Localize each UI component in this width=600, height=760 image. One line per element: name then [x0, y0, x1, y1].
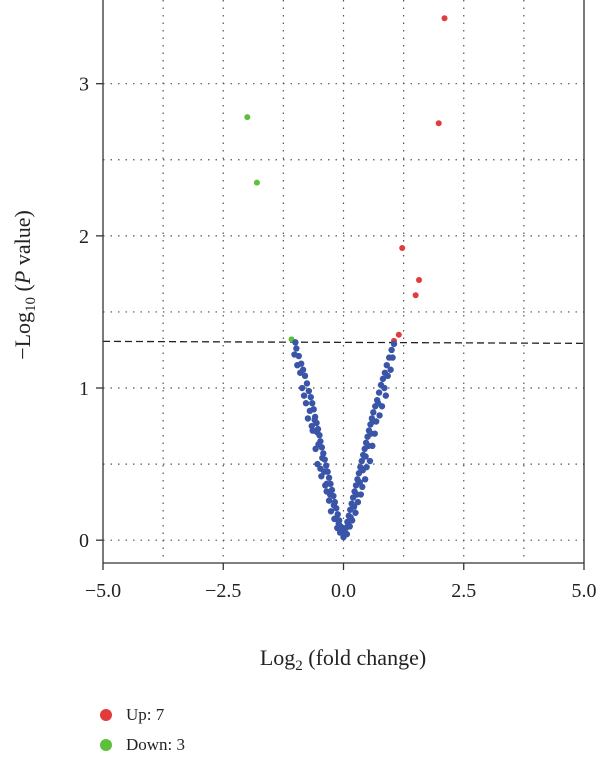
- legend-label-down: Down: 3: [126, 735, 186, 754]
- up-point: [412, 292, 419, 299]
- ns-point: [297, 369, 304, 376]
- x-tick-label: 0.0: [331, 580, 356, 602]
- ns-point: [305, 387, 313, 395]
- ns-point: [309, 400, 316, 407]
- ns-point: [352, 509, 359, 516]
- y-tick-label: 1: [79, 378, 89, 400]
- x-tick-label: 5.0: [572, 580, 597, 602]
- axes: [102, 0, 585, 564]
- legend: Up: 7 Down: 3: [100, 700, 185, 760]
- ns-point: [312, 445, 319, 453]
- ns-point: [383, 361, 390, 369]
- ns-point: [325, 497, 333, 504]
- up-point: [441, 15, 448, 22]
- y-tick-label: 3: [79, 74, 89, 96]
- up-point: [435, 120, 442, 127]
- ns-point: [293, 345, 300, 352]
- data-points: [244, 15, 448, 541]
- y-tick-label: 0: [79, 530, 89, 552]
- threshold-line-layer: [102, 340, 585, 345]
- ns-point: [323, 488, 330, 495]
- ns-point: [303, 380, 311, 387]
- ns-point: [388, 346, 395, 354]
- ns-point: [348, 517, 356, 524]
- ns-point: [358, 457, 365, 465]
- ns-point: [387, 366, 394, 373]
- ns-point: [336, 529, 344, 536]
- legend-item-down: Down: 3: [100, 730, 185, 760]
- ns-point: [304, 415, 312, 422]
- ns-point: [384, 372, 391, 380]
- ns-point: [315, 441, 322, 448]
- up-point: [416, 276, 423, 283]
- ns-point: [317, 465, 324, 472]
- ns-point: [343, 530, 351, 538]
- up-point: [399, 245, 406, 252]
- ns-point: [346, 523, 353, 530]
- ns-point: [369, 442, 376, 450]
- ns-point: [308, 422, 315, 430]
- ns-point: [382, 392, 390, 399]
- ns-point: [357, 491, 365, 498]
- ns-point: [302, 400, 310, 407]
- ns-point: [334, 524, 341, 532]
- y-tick-label: 2: [79, 226, 89, 248]
- ns-point: [292, 339, 299, 346]
- ns-point: [381, 384, 388, 392]
- ns-point: [371, 430, 378, 437]
- ns-point: [350, 503, 358, 510]
- ns-point: [300, 392, 308, 399]
- threshold-line: [102, 340, 585, 345]
- ns-point: [378, 403, 386, 410]
- x-tick-label: 2.5: [451, 580, 476, 602]
- y-axis-title: −Log10 (P value): [10, 210, 39, 360]
- ns-point: [373, 418, 380, 425]
- ns-point: [327, 508, 335, 515]
- legend-label-up: Up: 7: [126, 705, 165, 724]
- ns-point: [330, 501, 338, 509]
- ns-point: [291, 351, 298, 358]
- ns-point: [375, 389, 383, 396]
- down-point: [253, 179, 260, 186]
- ns-point: [307, 393, 314, 401]
- down-dot-icon: [100, 739, 112, 751]
- x-axis-title: Log2 (fold change): [260, 645, 426, 674]
- x-tick-label: −2.5: [205, 580, 241, 602]
- ns-point: [294, 361, 301, 369]
- ns-point: [361, 476, 369, 483]
- ns-point: [322, 462, 330, 469]
- tick-labels: −5.0 −2.5 0.0 2.5 5.0 0 1 2 3: [79, 74, 597, 602]
- ns-point: [318, 473, 325, 480]
- ns-point: [354, 498, 362, 506]
- ns-point: [370, 409, 377, 416]
- ns-point: [389, 354, 396, 361]
- ns-point: [322, 482, 329, 489]
- ns-point: [359, 483, 366, 491]
- up-dot-icon: [100, 709, 112, 721]
- ns-point: [390, 340, 398, 348]
- ns-point: [379, 375, 387, 383]
- down-point: [244, 114, 251, 121]
- ns-point: [298, 384, 306, 392]
- grid-lines: [103, 0, 584, 563]
- ns-point: [319, 454, 326, 462]
- ns-point: [366, 457, 374, 465]
- volcano-plot: −5.0 −2.5 0.0 2.5 5.0 0 1 2 3 Log2 (fold change)…: [10, 0, 597, 674]
- ns-point: [301, 372, 309, 380]
- ns-point: [325, 474, 333, 481]
- ns-point: [362, 453, 369, 460]
- ns-point: [311, 416, 318, 424]
- ns-point: [376, 412, 383, 419]
- ns-point: [306, 407, 314, 415]
- ns-point: [314, 460, 321, 468]
- legend-item-up: Up: 7: [100, 700, 185, 730]
- up-point: [395, 331, 402, 338]
- ns-point: [363, 463, 370, 471]
- ns-point: [331, 515, 338, 523]
- x-tick-label: −5.0: [85, 580, 121, 602]
